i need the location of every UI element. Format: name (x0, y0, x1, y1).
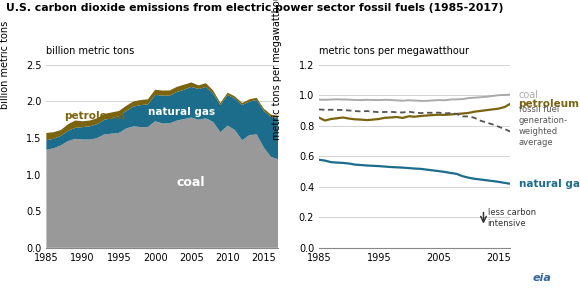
Text: metric tons per megawatthour: metric tons per megawatthour (319, 46, 469, 56)
Text: coal: coal (519, 90, 538, 100)
Text: petroleum: petroleum (519, 99, 579, 109)
Text: petroleum: petroleum (64, 111, 125, 121)
Text: billion metric tons: billion metric tons (46, 46, 135, 56)
Text: less carbon
intensive: less carbon intensive (488, 208, 536, 228)
Text: natural gas: natural gas (519, 179, 580, 189)
Text: U.S. carbon dioxide emissions from electric power sector fossil fuels (1985-2017: U.S. carbon dioxide emissions from elect… (6, 3, 503, 13)
Text: coal: coal (177, 176, 205, 189)
Text: billion metric tons: billion metric tons (0, 21, 10, 109)
Text: eia: eia (533, 273, 552, 283)
Text: natural gas: natural gas (148, 107, 215, 117)
Text: fossil fuel
generation-
weighted
average: fossil fuel generation- weighted average (519, 105, 567, 147)
Text: metric tons per megawatthour: metric tons per megawatthour (272, 0, 282, 140)
